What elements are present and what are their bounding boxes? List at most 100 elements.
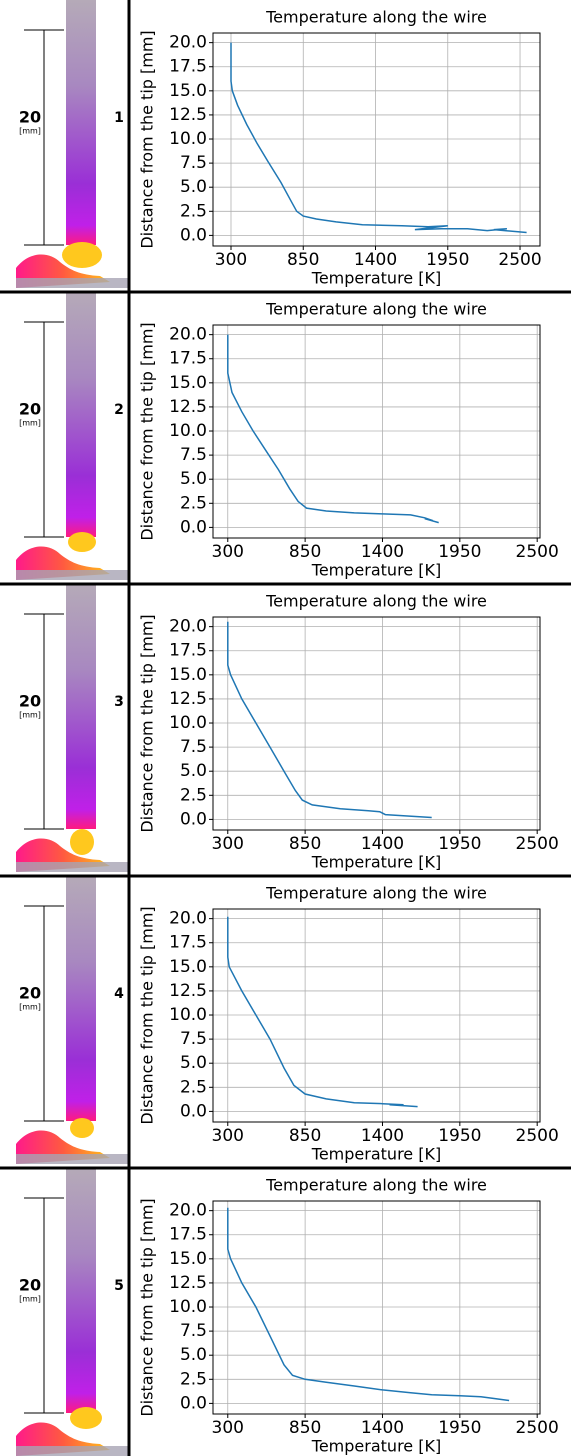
y-tick-label: 5.0 bbox=[180, 1345, 207, 1365]
panel: 20[mm] 2 300 850 1400 1950 2500 0.0 2.5 5.0 7.5 10.… bbox=[16, 292, 559, 580]
droplet bbox=[70, 829, 94, 855]
plot-frame bbox=[212, 324, 541, 539]
x-axis-label: Temperature [K] bbox=[311, 269, 441, 288]
plot-frame bbox=[212, 1200, 541, 1415]
x-tick-label: 2500 bbox=[516, 834, 559, 854]
y-tick-label: 15.0 bbox=[169, 957, 207, 977]
wire bbox=[66, 876, 96, 1121]
panel: 20[mm] 1 300 850 1400 1950 2500 0.0 2.5 5.0 7.5 10.… bbox=[16, 0, 542, 288]
y-tick-label: 2.5 bbox=[180, 201, 207, 221]
scale-unit: [mm] bbox=[19, 711, 41, 720]
y-tick-label: 20.0 bbox=[169, 325, 207, 345]
x-tick-label: 300 bbox=[212, 542, 244, 562]
y-axis-label: Distance from the tip [mm] bbox=[138, 614, 157, 832]
x-tick-label: 1400 bbox=[361, 1126, 404, 1146]
y-tick-label: 20.0 bbox=[169, 33, 207, 53]
y-tick-label: 5.0 bbox=[180, 469, 207, 489]
y-tick-label: 12.5 bbox=[169, 689, 207, 709]
panel-label: 5 bbox=[114, 1278, 124, 1294]
y-tick-label: 2.5 bbox=[180, 493, 207, 513]
y-tick-label: 0.0 bbox=[180, 1101, 207, 1121]
chart-title: Temperature along the wire bbox=[265, 300, 487, 319]
y-tick-label: 17.5 bbox=[169, 57, 207, 77]
x-tick-label: 1950 bbox=[426, 250, 469, 270]
plot-frame bbox=[212, 908, 541, 1123]
chart-title: Temperature along the wire bbox=[265, 884, 487, 903]
y-tick-label: 10.0 bbox=[169, 1297, 207, 1317]
x-tick-label: 1950 bbox=[438, 542, 481, 562]
y-tick-label: 12.5 bbox=[169, 397, 207, 417]
y-tick-label: 10.0 bbox=[169, 713, 207, 733]
x-tick-label: 300 bbox=[212, 1418, 244, 1438]
y-tick-label: 15.0 bbox=[169, 665, 207, 685]
x-tick-label: 850 bbox=[289, 542, 321, 562]
y-tick-label: 0.0 bbox=[180, 809, 207, 829]
droplet bbox=[68, 532, 96, 552]
x-tick-label: 1400 bbox=[361, 1418, 404, 1438]
y-tick-label: 0.0 bbox=[180, 225, 207, 245]
y-tick-label: 0.0 bbox=[180, 1393, 207, 1413]
y-tick-label: 17.5 bbox=[169, 641, 207, 661]
y-tick-label: 10.0 bbox=[169, 1005, 207, 1025]
scale-unit: [mm] bbox=[19, 127, 41, 136]
wire bbox=[66, 292, 96, 537]
scale-label: 20 bbox=[19, 1276, 41, 1295]
y-tick-label: 10.0 bbox=[169, 129, 207, 149]
panel-label: 3 bbox=[114, 694, 124, 710]
x-tick-label: 850 bbox=[287, 250, 319, 270]
y-tick-label: 2.5 bbox=[180, 785, 207, 805]
x-axis-label: Temperature [K] bbox=[311, 1145, 441, 1164]
x-tick-label: 1950 bbox=[438, 1126, 481, 1146]
x-axis-label: Temperature [K] bbox=[311, 853, 441, 872]
wire bbox=[66, 584, 96, 829]
x-tick-label: 850 bbox=[289, 1126, 321, 1146]
y-tick-label: 12.5 bbox=[169, 1273, 207, 1293]
panel-label: 1 bbox=[114, 110, 124, 126]
data-line bbox=[227, 1207, 510, 1402]
y-tick-label: 17.5 bbox=[169, 933, 207, 953]
y-tick-label: 7.5 bbox=[180, 1029, 207, 1049]
y-tick-label: 7.5 bbox=[180, 737, 207, 757]
droplet bbox=[62, 242, 102, 268]
y-tick-label: 0.0 bbox=[180, 517, 207, 537]
x-tick-label: 2500 bbox=[516, 1126, 559, 1146]
x-tick-label: 1950 bbox=[438, 1418, 481, 1438]
y-tick-label: 2.5 bbox=[180, 1077, 207, 1097]
x-tick-label: 850 bbox=[289, 1418, 321, 1438]
base-plate bbox=[16, 1154, 128, 1164]
y-tick-label: 20.0 bbox=[169, 617, 207, 637]
chart-title: Temperature along the wire bbox=[265, 8, 487, 27]
x-tick-label: 300 bbox=[212, 1126, 244, 1146]
y-tick-label: 7.5 bbox=[180, 1321, 207, 1341]
scale-unit: [mm] bbox=[19, 1003, 41, 1012]
x-axis-label: Temperature [K] bbox=[311, 1437, 441, 1456]
y-tick-label: 20.0 bbox=[169, 909, 207, 929]
y-tick-label: 17.5 bbox=[169, 1225, 207, 1245]
y-tick-label: 7.5 bbox=[180, 445, 207, 465]
x-tick-label: 1400 bbox=[361, 834, 404, 854]
x-tick-label: 1950 bbox=[438, 834, 481, 854]
x-tick-label: 2500 bbox=[516, 542, 559, 562]
y-tick-label: 20.0 bbox=[169, 1201, 207, 1221]
wire bbox=[66, 0, 96, 245]
scale-label: 20 bbox=[19, 692, 41, 711]
x-tick-label: 2500 bbox=[516, 1418, 559, 1438]
y-tick-label: 5.0 bbox=[180, 177, 207, 197]
base-plate bbox=[16, 278, 128, 288]
panel: 20[mm] 4 300 850 1400 1950 2500 0.0 2.5 5.0 7.5 10.… bbox=[16, 876, 559, 1164]
scale-unit: [mm] bbox=[19, 419, 41, 428]
scale-label: 20 bbox=[19, 400, 41, 419]
y-tick-label: 12.5 bbox=[169, 105, 207, 125]
plot-frame bbox=[212, 32, 541, 247]
panel: 20[mm] 3 300 850 1400 1950 2500 0.0 2.5 5.0 7.5 10.… bbox=[16, 584, 559, 872]
scale-label: 20 bbox=[19, 984, 41, 1003]
x-axis-label: Temperature [K] bbox=[311, 561, 441, 580]
y-tick-label: 7.5 bbox=[180, 153, 207, 173]
y-tick-label: 5.0 bbox=[180, 761, 207, 781]
x-tick-label: 1400 bbox=[354, 250, 397, 270]
y-tick-label: 15.0 bbox=[169, 1249, 207, 1269]
droplet bbox=[70, 1407, 102, 1429]
wire bbox=[66, 1168, 96, 1413]
